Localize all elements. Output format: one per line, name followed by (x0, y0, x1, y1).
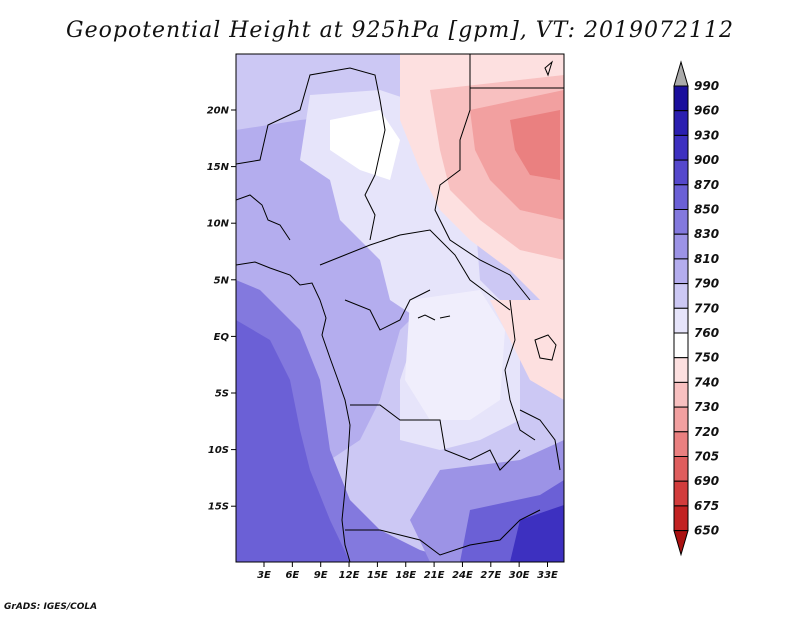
colorbar-level-label: 850 (694, 203, 719, 217)
lon-tick-label: 6E (285, 570, 299, 581)
boundary-tanzania (519, 409, 561, 471)
field-750-east (490, 300, 564, 400)
colorbar-level-label: 760 (694, 326, 719, 340)
lon-tick-label: 15E (367, 570, 388, 581)
boundary-angola-drc (350, 404, 521, 471)
colorbar-segment (673, 233, 689, 260)
colorbar-segment (673, 134, 689, 161)
lon-tick-label: 18E (395, 570, 416, 581)
colorbar-segment (673, 283, 689, 309)
boundary-sudan (434, 54, 531, 301)
boundary-west-africa (236, 194, 291, 241)
colorbar-level-label: 770 (694, 301, 719, 315)
lat-tick-label: 10S (208, 445, 229, 456)
river-congo (417, 314, 451, 321)
longitude-axis: 3E 6E 9E 12E 15E 18E 21E 24E 27E 30E 33E (257, 562, 558, 581)
colorbar-segment (673, 209, 689, 235)
colorbar-level-label: 830 (694, 227, 719, 241)
colorbar-segment (673, 505, 689, 532)
field-760-zone-congo (405, 290, 505, 420)
field-830-zone (236, 320, 350, 562)
colorbar-level-label: 740 (694, 375, 719, 389)
colorbar-level-label: 960 (694, 104, 719, 118)
colorbar-cap-bottom (673, 530, 689, 557)
colorbar-segment (673, 357, 689, 383)
lat-tick-label: 15N (207, 162, 230, 173)
lat-tick-label: 5N (214, 275, 230, 286)
colorbar-segment (673, 159, 689, 186)
field-720-zone (510, 110, 560, 180)
colorbar-level-label: 650 (694, 524, 719, 538)
boundaries (236, 54, 564, 562)
lon-tick-label: 12E (339, 570, 360, 581)
field-760-zone-north (330, 110, 400, 180)
lon-tick-label: 9E (314, 570, 328, 581)
colorbar-level-label: 730 (694, 400, 719, 414)
colorbar-segment (673, 85, 689, 112)
colorbar-segment (673, 307, 689, 334)
colorbar-level-label: 690 (694, 474, 719, 488)
latitude-axis: 20N 15N 10N 5N EQ 5S 10S 15S (207, 106, 236, 513)
coastline-west (236, 261, 351, 562)
lon-tick-label: 24E (452, 570, 473, 581)
colorbar-level-label: 810 (694, 252, 719, 266)
colorbar: 990 960 930 900 870 850 830 810 790 770 760 750 740 7… (673, 60, 719, 557)
colorbar-level-label: 675 (694, 499, 719, 513)
colorbar-level-label: 750 (694, 351, 719, 365)
lat-tick-label: 15S (208, 502, 229, 513)
lon-tick-label: 33E (537, 570, 558, 581)
colorbar-level-label: 790 (694, 277, 719, 291)
colorbar-segment (673, 184, 689, 211)
boundary-south (345, 509, 541, 556)
lon-tick-label: 3E (257, 570, 271, 581)
colorbar-cap-top (673, 60, 689, 87)
colorbar-segment (673, 480, 689, 507)
colorbar-segment (673, 456, 689, 482)
colorbar-level-label: 870 (694, 178, 719, 192)
lat-tick-label: 10N (207, 219, 230, 230)
lake-victoria (534, 334, 557, 361)
height-field (236, 54, 564, 562)
boundary-congo-north (344, 289, 431, 331)
colorbar-segment (673, 258, 689, 285)
boundary-central-africa (319, 229, 511, 311)
colorbar-segment (673, 431, 689, 457)
lat-tick-label: EQ (214, 332, 230, 343)
colorbar-level-label: 930 (694, 128, 719, 142)
colorbar-level-label: 900 (694, 153, 719, 167)
lat-tick-label: 5S (215, 389, 229, 400)
grads-credit: GrADS: IGES/COLA (4, 602, 98, 612)
plot-frame (235, 53, 565, 563)
colorbar-segment (673, 110, 689, 136)
lon-tick-label: 30E (509, 570, 530, 581)
colorbar-segment (673, 332, 689, 359)
colorbar-level-label: 720 (694, 425, 719, 439)
colorbar-level-label: 990 (694, 79, 719, 93)
lon-tick-label: 27E (480, 570, 501, 581)
colorbar-level-label: 705 (694, 450, 719, 464)
colorbar-segment (673, 406, 689, 433)
colorbar-segment (673, 381, 689, 408)
boundary-east-lakes (504, 299, 536, 441)
coast-northeast (544, 60, 553, 77)
chart-title: Geopotential Height at 925hPa [gpm], VT:… (66, 18, 734, 43)
field-870-se (510, 505, 564, 562)
lat-tick-label: 20N (207, 106, 230, 117)
lon-tick-label: 21E (424, 570, 445, 581)
boundary-north-west (236, 67, 386, 241)
